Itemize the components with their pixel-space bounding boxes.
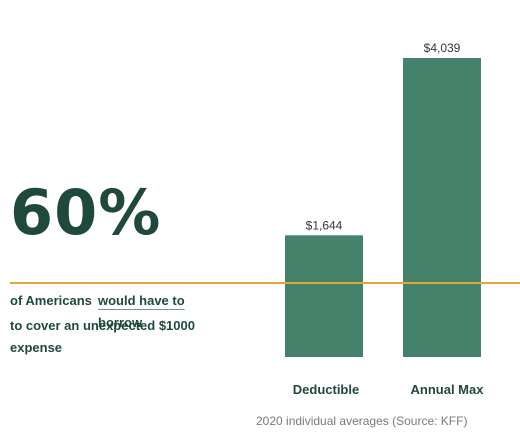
chart-source-note: 2020 individual averages (Source: KFF) [256,414,468,428]
borrow-link[interactable]: would have to [98,293,185,308]
category-label-annual-max: Annual Max [411,382,485,397]
stat-caption-line2: to cover an unexpected $1000 [10,318,195,333]
bar-annual-max [403,58,481,357]
category-label-deductible: Deductible [293,382,359,397]
borrow-link-continued[interactable]: borrow [98,315,143,330]
data-label-annual-max: $4,039 [424,41,461,55]
bar-deductible [285,235,363,357]
data-label-deductible: $1,644 [306,218,343,232]
big-stat-percent: 60% [10,176,162,249]
stat-caption-line3: expense [10,340,63,355]
stat-caption-prefix: of Americans [10,293,92,308]
